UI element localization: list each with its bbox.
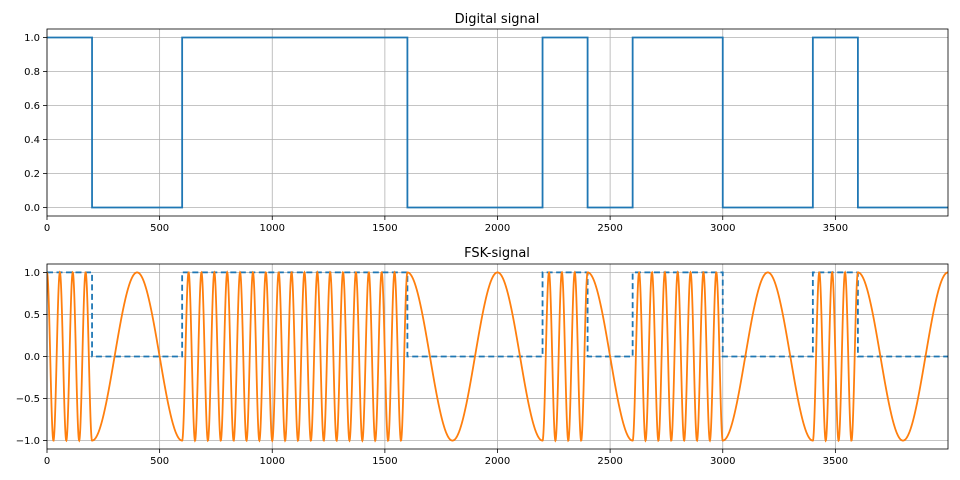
x-tick-label: 3000: [710, 456, 735, 467]
y-tick-label: 0.4: [24, 135, 40, 146]
x-tick-label: 3500: [823, 223, 848, 234]
x-tick-label: 2000: [485, 223, 510, 234]
y-tick-label: 0.6: [24, 101, 40, 112]
x-tick-label: 3500: [823, 456, 848, 467]
x-tick-label: 1500: [372, 456, 397, 467]
fsk-signal-line: [47, 270, 948, 443]
x-tick-label: 2500: [597, 223, 622, 234]
y-tick-label: 0.8: [24, 67, 40, 78]
y-tick-label: 1.0: [24, 33, 40, 44]
y-tick-label: 0.0: [24, 203, 40, 214]
chart-title: FSK-signal: [464, 246, 530, 261]
x-tick-label: 0: [44, 223, 50, 234]
x-tick-label: 2500: [597, 456, 622, 467]
y-tick-label: −0.5: [16, 394, 40, 405]
x-tick-label: 2000: [485, 456, 510, 467]
x-tick-label: 500: [150, 456, 169, 467]
plot-area: [47, 270, 948, 443]
fsk-signal-chart: FSK-signal 0 500 1000 1500 2000 2500 3000 3500 −…: [16, 246, 949, 467]
y-tick-label: 0.0: [24, 352, 40, 363]
chart-title: Digital signal: [455, 12, 540, 27]
digital-signal-dashed-line: [47, 271, 948, 358]
ticks: 0 500 1000 1500 2000 2500 3000 3500 −1.0 −0.5 0.0 0…: [16, 268, 848, 467]
x-tick-label: 1000: [260, 223, 285, 234]
digital-signal-line: [47, 36, 948, 209]
y-tick-label: 0.5: [24, 310, 40, 321]
y-tick-label: 1.0: [24, 268, 40, 279]
x-tick-label: 0: [44, 456, 50, 467]
digital-signal-chart: Digital signal 0 500 1000 1500 2000 2500 3000 3…: [24, 12, 949, 234]
y-tick-label: 0.2: [24, 169, 40, 180]
x-tick-label: 1000: [260, 456, 285, 467]
plot-area: [47, 36, 948, 209]
y-tick-label: −1.0: [16, 436, 40, 447]
x-tick-label: 3000: [710, 223, 735, 234]
x-tick-label: 1500: [372, 223, 397, 234]
x-tick-label: 500: [150, 223, 169, 234]
ticks: 0 500 1000 1500 2000 2500 3000 3500 0.0 0.2 0.4 0.6…: [24, 33, 848, 234]
